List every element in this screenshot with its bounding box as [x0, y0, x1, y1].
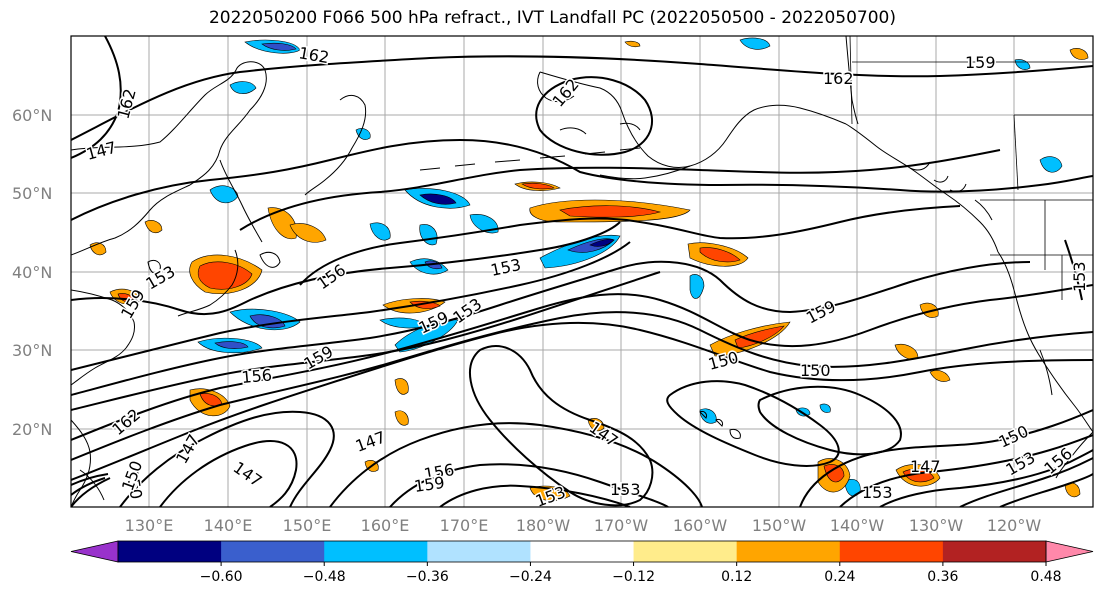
colorbar-ticks: −0.60 −0.48 −0.36 −0.24 −0.12 0.12 0.24 0.36 0.4…: [200, 562, 1062, 585]
colorbar-tick-label: −0.48: [303, 569, 346, 585]
colorbar-outline: [117, 540, 1047, 563]
colorbar-segments: [70, 540, 1094, 563]
lon-label: 130°E: [125, 516, 174, 535]
lat-label-20n: 20°N: [12, 420, 52, 439]
contour-label: 150: [800, 361, 831, 380]
lon-label: 150°E: [283, 516, 332, 535]
lat-label-60n: 60°N: [12, 106, 52, 125]
contour-label: 153: [1070, 261, 1089, 292]
colorbar-tick-label: −0.12: [612, 569, 655, 585]
colorbar-swatch: [633, 541, 738, 562]
lon-label: 180°W: [516, 516, 571, 535]
colorbar-swatch: [942, 541, 1047, 562]
map-frame: [70, 35, 1094, 508]
refractivity-contours: [71, 36, 1093, 507]
colorbar: −0.60 −0.48 −0.36 −0.24 −0.12 0.12 0.24 0.36 0.4…: [70, 540, 1094, 585]
contour-label: 150: [122, 467, 146, 500]
colorbar-tick-label: 0.48: [1030, 569, 1061, 585]
lon-label: 150°W: [752, 516, 807, 535]
lon-label: 170°E: [440, 516, 489, 535]
contour-label: 162: [823, 69, 854, 88]
colorbar-tick-label: 0.12: [721, 569, 752, 585]
contour-label: 156: [241, 365, 273, 387]
lat-label-40n: 40°N: [12, 263, 52, 282]
shading-blue: [197, 37, 1063, 497]
contour-label: 147: [910, 457, 941, 476]
colorbar-tick-label: 0.24: [824, 569, 855, 585]
colorbar-swatch: [324, 541, 428, 562]
coastlines: [71, 36, 1093, 507]
colorbar-tick-label: −0.24: [509, 569, 552, 585]
colorbar-swatch: [221, 541, 325, 562]
lon-label: 140°E: [204, 516, 253, 535]
lat-label-30n: 30°N: [12, 341, 52, 360]
lon-label: 160°E: [361, 516, 410, 535]
lon-label: 170°W: [594, 516, 649, 535]
map-title: 2022050200 F066 500 hPa refract., IVT La…: [208, 8, 896, 28]
colorbar-swatch: [427, 541, 531, 562]
latitude-labels: 60°N 50°N 40°N 30°N 20°N: [12, 106, 52, 439]
colorbar-swatch: [118, 541, 222, 562]
contour-label: 159: [965, 53, 996, 72]
colorbar-extend-high: [1045, 540, 1094, 563]
colorbar-swatch: [530, 541, 635, 562]
lon-label: 130°W: [909, 516, 964, 535]
colorbar-extend-low: [70, 540, 119, 563]
colorbar-tick-label: −0.36: [406, 569, 449, 585]
colorbar-tick-label: −0.60: [200, 569, 243, 585]
lat-label-50n: 50°N: [12, 184, 52, 203]
contour-label: 153: [862, 483, 893, 502]
lon-label: 140°W: [830, 516, 885, 535]
contour-label: 153: [610, 480, 641, 499]
colorbar-tick-label: 0.36: [927, 569, 958, 585]
colorbar-swatch: [736, 541, 841, 562]
lon-label: 160°W: [673, 516, 728, 535]
longitude-labels: 130°E 140°E 150°E 160°E 170°E 180°W 170°…: [125, 516, 1042, 535]
colorbar-swatch: [839, 541, 944, 562]
lon-label: 120°W: [987, 516, 1042, 535]
